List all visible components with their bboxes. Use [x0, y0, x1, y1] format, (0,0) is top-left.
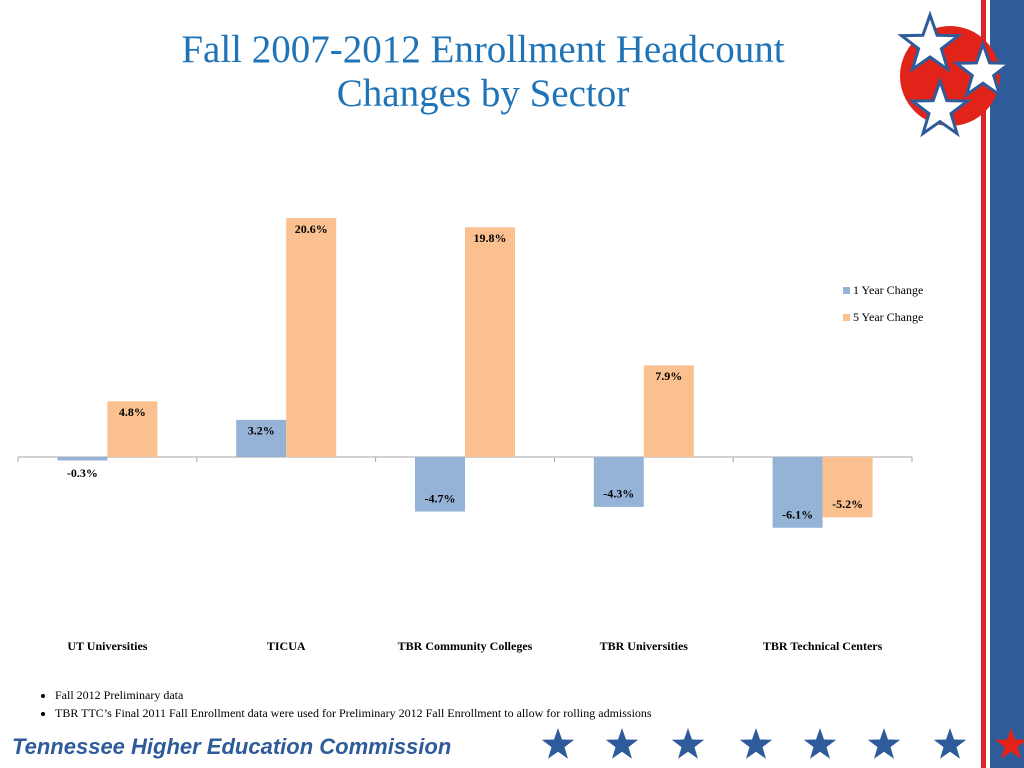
- stripe: [990, 0, 1024, 768]
- legend-swatch: [843, 314, 850, 321]
- x-tick-label: TBR Community Colleges: [398, 639, 533, 653]
- value-label: -0.3%: [67, 466, 98, 480]
- value-label: -4.3%: [603, 487, 634, 501]
- footer: Tennessee Higher Education Commission: [12, 734, 452, 759]
- bar: [236, 419, 287, 457]
- bar: [643, 365, 694, 457]
- x-tick-label: TBR Technical Centers: [763, 639, 883, 653]
- value-label: -5.2%: [832, 497, 863, 511]
- star: [933, 728, 967, 759]
- star: [605, 728, 639, 759]
- bar: [107, 401, 158, 457]
- value-label: 19.8%: [474, 231, 507, 245]
- x-tick-label: TBR Universities: [600, 639, 689, 653]
- x-tick-label: TICUA: [267, 639, 306, 653]
- bar: [465, 227, 515, 457]
- star: [908, 76, 972, 138]
- legend-label: 5 Year Change: [853, 310, 923, 324]
- star: [897, 10, 963, 74]
- star: [994, 728, 1024, 759]
- note: Fall 2012 Preliminary data: [55, 686, 652, 704]
- bar: [822, 457, 873, 518]
- bar: [415, 457, 465, 512]
- bar: [286, 218, 337, 457]
- value-label: 7.9%: [655, 369, 682, 383]
- stripe: [981, 0, 986, 768]
- value-label: -6.1%: [782, 508, 813, 522]
- legend-swatch: [843, 287, 850, 294]
- value-label: 4.8%: [119, 405, 146, 419]
- note: TBR TTC’s Final 2011 Fall Enrollment dat…: [55, 704, 652, 722]
- value-label: 20.6%: [295, 222, 328, 236]
- value-label: 3.2%: [248, 424, 275, 438]
- star: [952, 39, 1014, 99]
- x-tick-label: UT Universities: [67, 639, 147, 653]
- bar: [57, 457, 108, 461]
- bar: [772, 457, 823, 528]
- star: [671, 728, 705, 759]
- bar: [593, 457, 644, 507]
- title: Fall 2007-2012 Enrollment Headcount Chan…: [181, 28, 785, 115]
- star: [867, 728, 901, 759]
- star: [739, 728, 773, 759]
- star: [803, 728, 837, 759]
- value-label: -4.7%: [425, 491, 456, 505]
- notes: Fall 2012 Preliminary data TBR TTC’s Fin…: [30, 686, 652, 722]
- star: [541, 728, 575, 759]
- legend-label: 1 Year Change: [853, 283, 923, 297]
